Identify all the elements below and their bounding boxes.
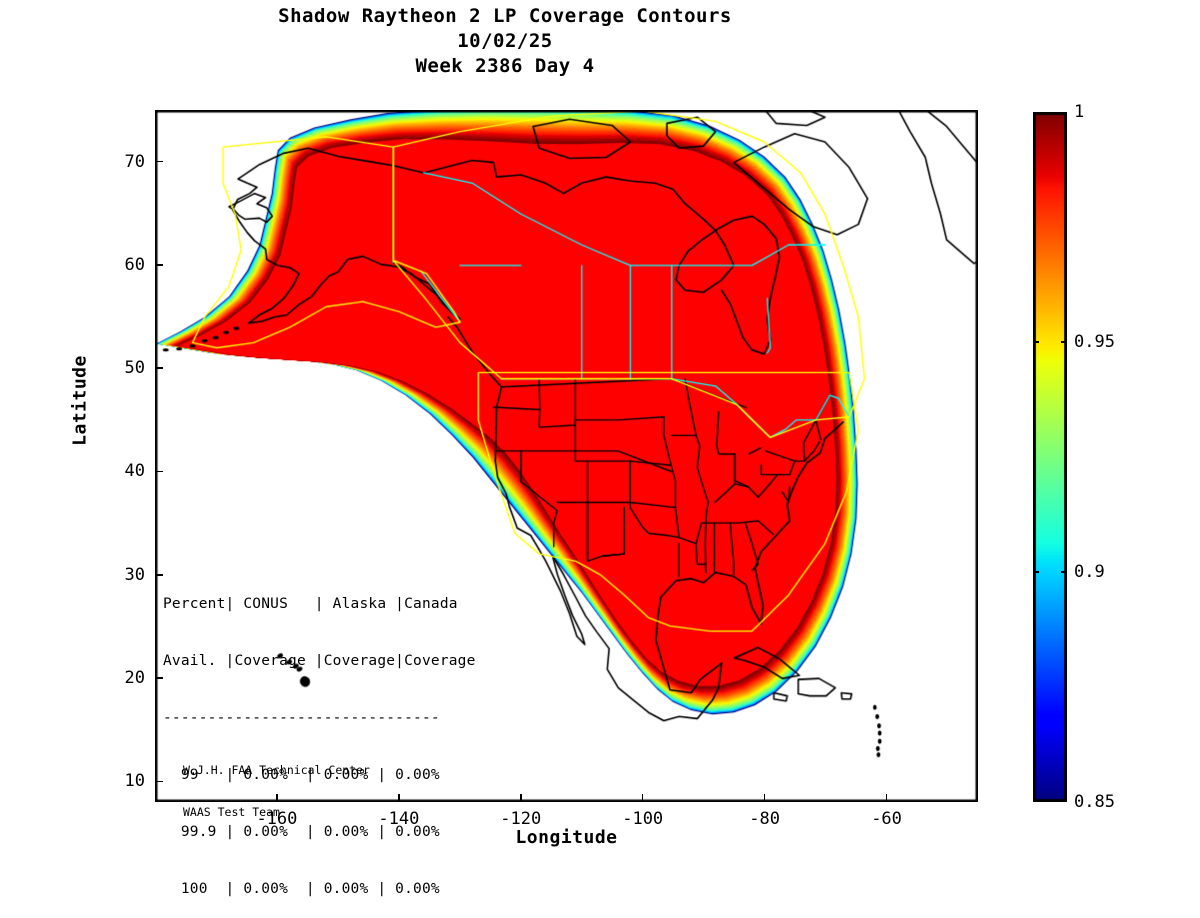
colorbar-gradient [1033, 112, 1067, 802]
title-line-1: Shadow Raytheon 2 LP Coverage Contours [278, 5, 732, 27]
colorbar-tick [1061, 341, 1067, 343]
y-axis-tick [155, 160, 163, 163]
stats-header-row-1: Percent| CONUS | Alaska |Canada [163, 596, 458, 612]
y-axis-tick [155, 264, 163, 266]
x-axis-tick-label: -80 [749, 809, 780, 829]
y-axis-tick-label: 40 [124, 461, 145, 482]
y-axis-tick [155, 677, 163, 679]
x-axis-tick-label: -160 [256, 809, 298, 829]
y-axis-tick [155, 574, 163, 576]
table-row: 100 | 0.00% | 0.00% | 0.00% [163, 881, 440, 897]
table-row: 99 | 0.00% | 0.00% | 0.00% [163, 767, 440, 783]
stats-divider: ------------------------------- [163, 710, 440, 726]
x-axis-tick-label: -100 [622, 809, 664, 829]
colorbar-container [1033, 112, 1067, 802]
y-axis-tick-label: 30 [124, 564, 145, 585]
y-axis-tick [155, 470, 163, 473]
x-axis-tick [276, 794, 278, 802]
credit-block: W.J.H. FAA Technical Center WAAS Test Te… [183, 735, 370, 833]
coverage-map-plot [155, 110, 978, 802]
y-axis-tick-label: 50 [124, 358, 145, 379]
y-axis-tick [155, 367, 163, 369]
x-axis-tick [885, 794, 888, 802]
coverage-contour-canvas [156, 111, 977, 801]
y-axis-tick-label: 20 [124, 668, 145, 689]
y-axis-tick-label: 10 [124, 771, 145, 792]
chart-title-block: Shadow Raytheon 2 LP Coverage Contours 1… [0, 4, 1010, 79]
colorbar-tick-label: 0.85 [1074, 792, 1115, 812]
x-axis-tick [398, 794, 400, 802]
y-axis-label: Latitude [69, 355, 91, 446]
colorbar-tick [1033, 341, 1039, 343]
colorbar-tick [1061, 571, 1067, 573]
x-axis-label: Longitude [515, 827, 618, 848]
y-axis-tick-label: 60 [124, 254, 145, 275]
credit-line-2: WAAS Test Team [183, 805, 280, 819]
table-row: 99.9 | 0.00% | 0.00% | 0.00% [163, 824, 440, 840]
credit-line-1: W.J.H. FAA Technical Center [183, 763, 370, 777]
x-axis-tick-label: -140 [378, 809, 420, 829]
title-line-2: 10/02/25 [457, 30, 553, 52]
x-axis-tick [641, 794, 644, 802]
colorbar-tick [1033, 571, 1039, 573]
colorbar-tick-label: 0.9 [1074, 562, 1105, 582]
x-axis-tick-label: -120 [500, 809, 542, 829]
colorbar-tick-label: 1 [1074, 102, 1085, 122]
y-axis-tick [155, 780, 163, 783]
stats-header-row-2: Avail. |Coverage |Coverage|Coverage [163, 653, 476, 669]
x-axis-tick [520, 794, 522, 802]
coverage-stats-table: Percent| CONUS | Alaska |Canada Avail. |… [163, 557, 476, 918]
title-line-3: Week 2386 Day 4 [415, 55, 595, 77]
x-axis-tick-label: -60 [871, 809, 902, 829]
y-axis-tick-label: 70 [124, 151, 145, 172]
x-axis-tick [763, 794, 766, 802]
colorbar-tick-label: 0.95 [1074, 332, 1115, 352]
